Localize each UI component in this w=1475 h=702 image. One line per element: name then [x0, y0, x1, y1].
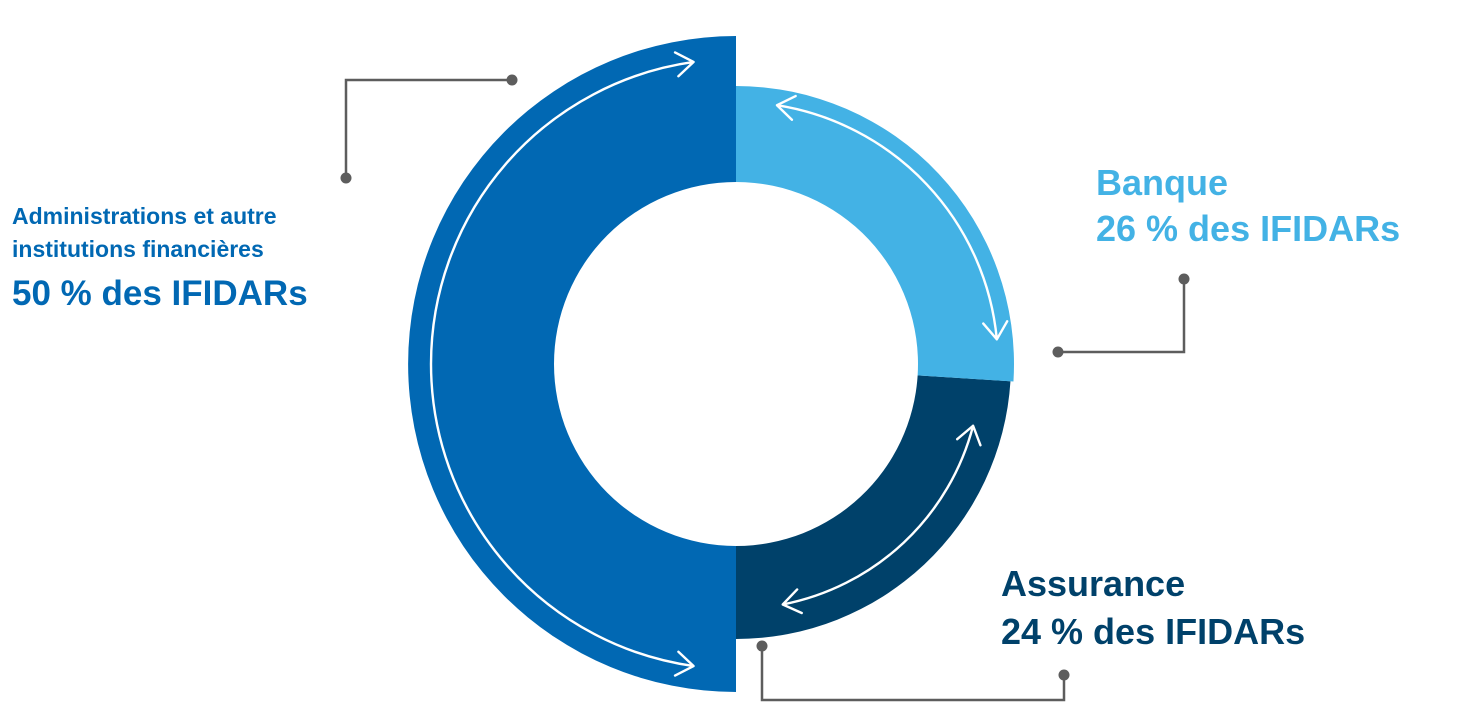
label-administrations-line-2: institutions financières: [12, 236, 264, 262]
cycle-arrows: [429, 51, 1009, 677]
label-banque-value: 26 % des IFIDARs: [1096, 208, 1401, 249]
label-assurance-name: Assurance: [1001, 563, 1186, 604]
connector-lines: [340, 74, 1190, 702]
slice-banque: [736, 86, 1014, 382]
label-assurance-value: 24 % des IFIDARs: [1001, 611, 1306, 652]
connector-administrations: [340, 74, 518, 184]
label-administrations-line-1: Administrations et autre: [12, 203, 277, 229]
arrow-assurance: [781, 424, 982, 615]
label-administrations-value: 50 % des IFIDARs: [12, 274, 308, 313]
label-banque: Banque 26 % des IFIDARs: [1096, 160, 1400, 252]
label-assurance: Assurance 24 % des IFIDARs: [1001, 560, 1305, 656]
donut-slices: [408, 36, 1014, 692]
label-banque-name: Banque: [1096, 162, 1229, 203]
arrow-administrations: [429, 51, 695, 677]
slice-administrations: [408, 36, 736, 692]
label-administrations: Administrations et autre institutions fi…: [12, 200, 308, 318]
slice-assurance: [736, 375, 1011, 639]
arrow-banque: [775, 94, 1009, 341]
connector-banque: [1052, 273, 1190, 358]
connector-assurance: [756, 640, 1070, 702]
